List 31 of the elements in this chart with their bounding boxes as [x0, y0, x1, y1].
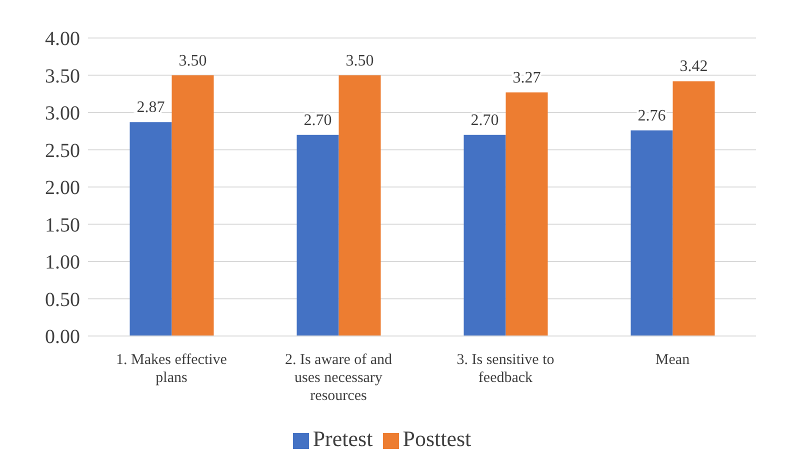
y-tick-label: 0.50 — [45, 288, 80, 311]
data-label: 3.27 — [512, 69, 541, 86]
bar — [672, 81, 715, 336]
bar — [506, 92, 548, 336]
y-tick-label: 1.00 — [45, 252, 80, 274]
y-tick-label: 4.00 — [45, 28, 80, 50]
data-label: 2.70 — [304, 112, 332, 129]
bar — [296, 134, 339, 336]
x-tick-label: Mean — [655, 352, 690, 368]
data-label: 2.87 — [136, 99, 165, 116]
y-tick-label: 3.00 — [45, 102, 80, 125]
legend-label: Pretest — [312, 426, 373, 451]
y-tick-label: 0.00 — [45, 326, 80, 348]
y-tick-label: 1.50 — [45, 214, 80, 236]
data-label: 2.70 — [470, 112, 499, 129]
bar — [338, 75, 381, 336]
data-label: 2.76 — [638, 107, 666, 124]
x-tick-label: 3. Is sensitive to feedback — [456, 352, 554, 386]
data-label: 3.50 — [346, 52, 374, 70]
x-tick-label: 1. Makes effective plans — [116, 352, 228, 386]
data-label: 3.42 — [680, 58, 708, 76]
legend-label: Posttest — [402, 426, 472, 451]
bar — [130, 122, 172, 336]
y-tick-label: 2.00 — [45, 177, 80, 200]
bar — [172, 75, 214, 336]
y-tick-label: 3.50 — [45, 65, 80, 88]
bar — [630, 130, 673, 336]
x-tick-label: 2. Is aware of and uses necessary resources — [284, 352, 393, 404]
bar — [464, 134, 506, 336]
data-label: 3.50 — [178, 52, 207, 70]
y-tick-label: 2.50 — [45, 140, 80, 162]
